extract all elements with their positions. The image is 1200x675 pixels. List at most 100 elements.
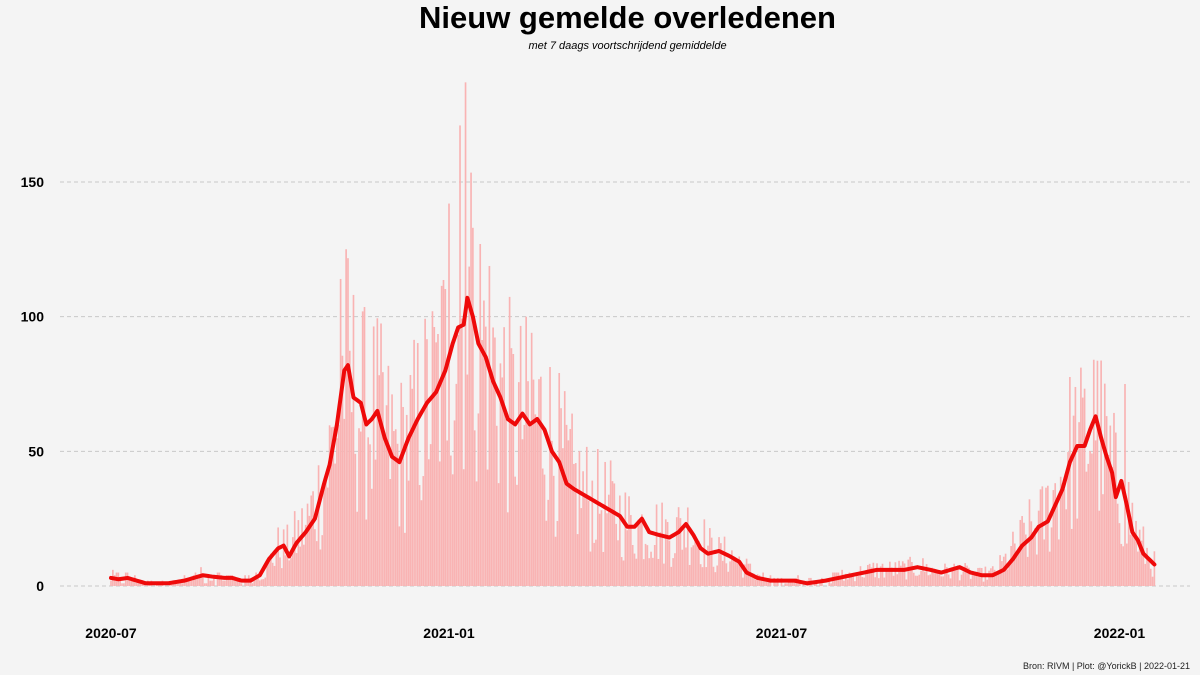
daily-bar bbox=[756, 574, 759, 586]
daily-bar bbox=[295, 553, 298, 586]
daily-bar bbox=[440, 285, 443, 586]
daily-bar bbox=[699, 564, 702, 586]
daily-bar bbox=[701, 567, 704, 586]
daily-bar bbox=[205, 583, 208, 586]
daily-bar bbox=[609, 460, 612, 586]
moving-average-line bbox=[109, 295, 1157, 586]
daily-bar bbox=[132, 580, 134, 586]
daily-bar bbox=[510, 348, 513, 586]
daily-bar bbox=[1116, 503, 1119, 586]
daily-bar bbox=[1105, 416, 1108, 586]
daily-bar bbox=[271, 562, 274, 586]
daily-bar bbox=[947, 574, 950, 586]
daily-bar bbox=[506, 512, 509, 586]
daily-bar bbox=[135, 580, 138, 586]
daily-bar bbox=[929, 574, 932, 586]
daily-bar bbox=[444, 289, 447, 586]
daily-bar bbox=[1102, 494, 1104, 586]
daily-bar bbox=[438, 461, 441, 586]
daily-bar bbox=[382, 372, 384, 586]
daily-bar bbox=[813, 583, 816, 586]
daily-bar bbox=[279, 557, 281, 586]
daily-bar bbox=[442, 280, 445, 586]
x-tick-label: 2021-07 bbox=[756, 625, 808, 641]
daily-bar bbox=[532, 379, 535, 586]
daily-bar bbox=[863, 577, 865, 586]
daily-bar bbox=[688, 564, 691, 586]
daily-bar bbox=[1054, 483, 1057, 586]
daily-bar bbox=[536, 420, 539, 586]
daily-bar bbox=[1133, 536, 1136, 586]
daily-bar bbox=[525, 316, 527, 586]
daily-bar bbox=[519, 325, 522, 586]
daily-bar bbox=[846, 579, 849, 586]
daily-bar bbox=[359, 431, 362, 586]
daily-bar bbox=[358, 428, 360, 586]
daily-bar bbox=[1041, 486, 1044, 586]
daily-bar bbox=[281, 568, 283, 586]
daily-bar bbox=[457, 334, 460, 586]
daily-bar bbox=[659, 532, 662, 586]
daily-bar bbox=[661, 502, 663, 586]
daily-bar bbox=[190, 580, 193, 586]
daily-bar bbox=[725, 563, 728, 586]
daily-bar bbox=[940, 576, 943, 586]
daily-bar bbox=[545, 520, 548, 586]
daily-bar bbox=[562, 448, 564, 586]
daily-bar bbox=[923, 571, 926, 586]
daily-bar bbox=[198, 575, 201, 586]
daily-bar bbox=[411, 388, 414, 586]
daily-bar bbox=[865, 569, 867, 586]
daily-bar bbox=[1019, 519, 1022, 586]
daily-bar bbox=[1074, 386, 1077, 586]
daily-bar bbox=[775, 580, 777, 586]
daily-bar bbox=[266, 559, 268, 586]
daily-bar bbox=[347, 258, 349, 586]
daily-bar bbox=[953, 563, 955, 586]
daily-bar bbox=[1026, 556, 1029, 586]
daily-bar bbox=[598, 513, 601, 586]
daily-bar bbox=[1096, 360, 1099, 586]
daily-bar bbox=[179, 580, 182, 586]
daily-bar bbox=[758, 575, 761, 586]
daily-bar bbox=[312, 491, 314, 586]
daily-bar bbox=[723, 536, 726, 586]
daily-bar bbox=[464, 82, 467, 586]
daily-bar bbox=[560, 408, 562, 586]
daily-bar bbox=[889, 561, 891, 586]
daily-bar bbox=[971, 571, 974, 586]
daily-bar bbox=[172, 583, 175, 586]
daily-bar bbox=[657, 558, 660, 586]
line-series bbox=[109, 295, 1157, 586]
daily-bar bbox=[896, 574, 899, 586]
daily-bar bbox=[304, 524, 307, 586]
daily-bar bbox=[121, 583, 123, 586]
daily-bar bbox=[709, 528, 711, 586]
daily-bar bbox=[262, 579, 265, 586]
daily-bar bbox=[488, 265, 491, 586]
daily-bar bbox=[927, 575, 930, 586]
daily-bar bbox=[648, 558, 651, 586]
daily-bar bbox=[646, 545, 649, 586]
daily-bar bbox=[1120, 543, 1123, 586]
daily-bar bbox=[558, 373, 561, 586]
daily-bar bbox=[462, 469, 465, 586]
daily-bar bbox=[894, 562, 897, 586]
daily-bar bbox=[635, 558, 638, 586]
daily-bar bbox=[742, 577, 744, 586]
daily-bar bbox=[251, 583, 254, 586]
daily-bar bbox=[363, 307, 366, 586]
daily-bar bbox=[938, 574, 941, 586]
daily-bar bbox=[1138, 529, 1141, 586]
daily-bar bbox=[626, 530, 629, 586]
daily-bar bbox=[527, 381, 529, 586]
daily-bar bbox=[786, 583, 788, 586]
daily-bar bbox=[707, 545, 709, 586]
y-tick-label: 0 bbox=[36, 578, 44, 594]
daily-bar bbox=[584, 493, 586, 586]
daily-bar bbox=[348, 350, 351, 586]
daily-bar bbox=[1015, 552, 1018, 586]
daily-bar bbox=[365, 519, 368, 586]
daily-bar bbox=[236, 580, 239, 586]
daily-bar bbox=[641, 514, 643, 586]
